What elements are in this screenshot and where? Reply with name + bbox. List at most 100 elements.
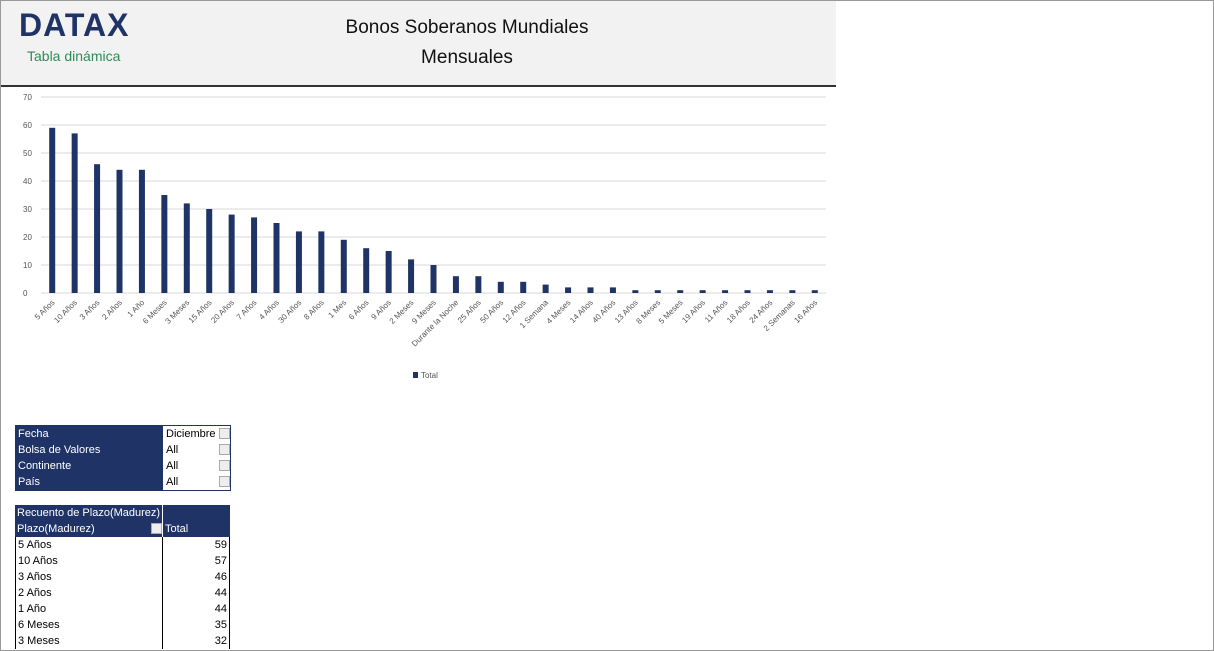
row-label: 2 Años <box>18 587 52 599</box>
bar <box>228 214 235 293</box>
bar <box>71 133 78 293</box>
bar <box>49 127 56 293</box>
row-value: 57 <box>162 553 229 569</box>
bar <box>295 231 302 293</box>
bar <box>206 209 213 293</box>
bar <box>452 276 459 293</box>
row-value: 59 <box>162 537 229 553</box>
row-value: 44 <box>162 601 229 617</box>
title: Bonos Soberanos Mundiales <box>345 17 589 38</box>
bar <box>340 239 347 293</box>
header: DATAX Tabla dinámica Bonos Soberanos Mun… <box>1 1 836 87</box>
bar <box>744 290 751 293</box>
x-tick-label: 10 Años <box>52 298 79 325</box>
row-label: 6 Meses <box>18 619 60 631</box>
x-tick-label: 14 Años <box>568 298 595 325</box>
cell <box>162 505 229 521</box>
bar <box>520 281 527 293</box>
y-tick-label: 40 <box>23 177 32 186</box>
bar <box>565 287 572 293</box>
bar <box>408 259 415 293</box>
pivot-row: 5 Años 59 <box>15 537 230 553</box>
filter-label: País <box>16 474 163 490</box>
y-tick-label: 70 <box>23 93 32 102</box>
bar <box>138 169 145 293</box>
bar <box>609 287 616 293</box>
y-tick-label: 60 <box>23 121 32 130</box>
filter-row: Fecha Diciembre <box>16 426 230 442</box>
bar <box>789 290 796 293</box>
bar <box>497 281 504 293</box>
pivot-title: Recuento de Plazo(Madurez) <box>17 507 161 519</box>
bar <box>722 290 729 293</box>
dropdown[interactable] <box>219 444 230 455</box>
bar <box>430 265 437 293</box>
row-label: 5 Años <box>18 539 52 551</box>
pivot-row: 3 Años 46 <box>15 569 230 585</box>
bar <box>183 203 190 293</box>
bar <box>251 217 258 293</box>
x-tick-label: 30 Años <box>277 298 304 325</box>
filter-label: Fecha <box>16 426 163 442</box>
filter-row: País All <box>16 474 230 490</box>
bar <box>632 290 639 293</box>
bar <box>363 248 370 293</box>
row-label: 10 Años <box>18 555 58 567</box>
x-tick-label: 11 Años <box>703 298 729 324</box>
column-header: Total <box>162 521 229 537</box>
filter-row: Bolsa de Valores All <box>16 442 230 458</box>
pivot-row: 1 Año 44 <box>15 601 230 617</box>
row-label: 3 Años <box>18 571 52 583</box>
x-tick-label: 4 Meses <box>545 298 573 326</box>
x-tick-label: 25 Años <box>456 298 483 325</box>
bar <box>116 169 123 293</box>
pivot-title-row: Recuento de Plazo(Madurez) <box>15 505 230 521</box>
row-label: 3 Meses <box>18 635 60 647</box>
bar <box>273 223 280 293</box>
dropdown[interactable] <box>219 476 230 487</box>
x-tick-label: 2 Años <box>100 298 124 322</box>
filter-label: Continente <box>16 458 163 474</box>
dropdown[interactable] <box>219 460 230 471</box>
x-tick-label: 1 Mes <box>326 298 348 320</box>
pivot-row: 2 Años 44 <box>15 585 230 601</box>
filter-value: All <box>163 474 230 490</box>
bar <box>766 290 773 293</box>
bar <box>94 164 101 293</box>
legend-swatch <box>413 372 418 378</box>
x-tick-label: 3 Años <box>78 298 102 322</box>
x-tick-label: 15 Años <box>187 298 214 325</box>
filter-value: All <box>163 458 230 474</box>
pivot-table: Recuento de Plazo(Madurez) Plazo(Madurez)… <box>15 505 230 649</box>
x-tick-label: 20 Años <box>209 298 236 325</box>
pivot-header-row: Plazo(Madurez) Total <box>15 521 230 537</box>
x-tick-label: 8 Años <box>302 298 326 322</box>
dropdown[interactable] <box>219 428 230 439</box>
bar <box>654 290 661 293</box>
x-tick-label: 5 Meses <box>657 298 685 326</box>
row-label: 1 Año <box>18 603 47 615</box>
y-tick-label: 20 <box>23 233 32 242</box>
row-value: 46 <box>162 569 229 585</box>
filter-label: Bolsa de Valores <box>16 442 163 458</box>
y-tick-label: 0 <box>23 289 28 298</box>
bar <box>385 251 392 293</box>
filter-value: Diciembre <box>163 426 230 442</box>
column-header: Plazo(Madurez) <box>15 521 162 537</box>
row-value: 32 <box>162 633 229 649</box>
bar <box>161 195 168 293</box>
row-value: 44 <box>162 585 229 601</box>
y-tick-label: 50 <box>23 149 32 158</box>
filter-table: Fecha Diciembre Bolsa de Valores All Contine… <box>15 425 231 491</box>
logo: DATAX <box>19 7 130 43</box>
y-tick-label: 30 <box>23 205 32 214</box>
y-tick-label: 10 <box>23 261 32 270</box>
filter-value: All <box>163 442 230 458</box>
bar <box>699 290 706 293</box>
bar <box>475 276 482 293</box>
dropdown[interactable] <box>151 523 162 534</box>
x-tick-label: 40 Años <box>591 298 618 325</box>
x-tick-label: 6 Años <box>347 298 371 322</box>
